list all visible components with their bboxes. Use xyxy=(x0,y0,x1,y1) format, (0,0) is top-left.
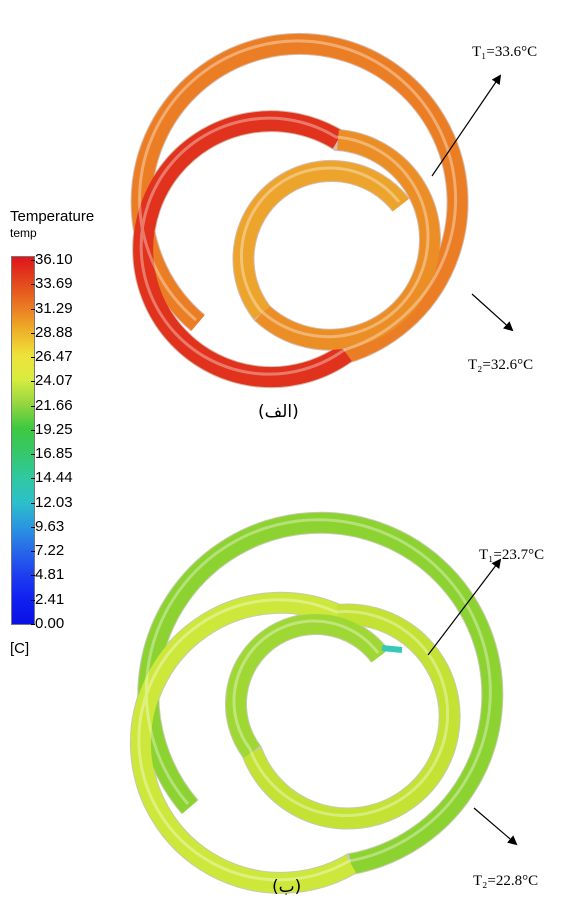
legend-tick-label: 36.10 xyxy=(35,251,73,268)
legend-tick-mark xyxy=(31,381,35,383)
arrow-b-t2 xyxy=(473,807,518,846)
spiral-b-middle-turn xyxy=(130,592,356,893)
arrow-b-t1 xyxy=(427,558,502,656)
label-a-t2: T₂=32.6°C xyxy=(468,357,533,373)
legend-tick-label: 14.44 xyxy=(35,469,73,487)
legend-tick-label: 9.63 xyxy=(35,517,65,535)
spiral-b-highlight xyxy=(137,518,492,882)
legend-tick-label: 24.07 xyxy=(35,372,73,390)
legend-tick-label: 26.47 xyxy=(35,348,73,366)
legend-tick-mark xyxy=(31,284,35,286)
arrow-a-t2 xyxy=(471,293,514,332)
legend-tick-mark xyxy=(31,260,35,261)
legend-tick-mark xyxy=(31,429,35,431)
caption-panel-b: (ب) xyxy=(272,877,302,897)
legend-unit: [C] xyxy=(10,640,30,657)
spiral-b-inner-turn xyxy=(226,614,388,758)
legend-tick-mark xyxy=(31,357,35,359)
label-a-t1: T₁=33.6°C xyxy=(472,44,537,60)
legend-tick-mark xyxy=(31,478,35,480)
legend-title: Temperature xyxy=(10,208,95,225)
legend-tick-mark xyxy=(31,332,35,334)
legend-tick-mark xyxy=(31,551,35,553)
legend-tick-mark xyxy=(31,526,35,528)
caption-panel-a: (الف) xyxy=(258,402,299,422)
arrow-a-t1 xyxy=(431,74,502,177)
spiral-b-end-cap xyxy=(381,645,403,653)
legend-tick-label: 4.81 xyxy=(35,566,65,584)
spiral-a-highlight xyxy=(138,39,458,376)
legend-tick-label: 33.69 xyxy=(35,275,73,293)
legend-tick-mark xyxy=(31,502,35,504)
legend-subtitle: temp xyxy=(10,226,37,240)
legend-tick-mark xyxy=(31,405,35,407)
spiral-b xyxy=(129,511,504,894)
legend-tick-mark xyxy=(31,575,35,577)
legend-tick-label: 16.85 xyxy=(35,445,73,463)
legend-tick-label: 19.25 xyxy=(35,420,73,438)
legend-tick-mark xyxy=(31,454,35,456)
color-scale-bar xyxy=(11,256,35,625)
legend-tick-label: 28.88 xyxy=(35,323,73,341)
label-b-t2: T₂=22.8°C xyxy=(473,873,538,889)
spiral-b-third-turn xyxy=(242,604,460,829)
spiral-a-third-turn xyxy=(255,130,440,350)
legend-tick-label: 2.41 xyxy=(35,590,65,608)
legend-tick-mark xyxy=(31,599,35,601)
legend-tick-label: 31.29 xyxy=(35,299,73,317)
legend-tick-label: 0.00 xyxy=(35,615,65,632)
legend-tick-mark xyxy=(31,624,35,625)
spiral-a xyxy=(130,32,469,389)
legend-tick-label: 21.66 xyxy=(35,396,73,414)
spiral-a-middle-turn xyxy=(133,111,352,388)
color-scale-ticks: 36.10 33.69 31.29 28.88 26.47 24.07 21.66 19.25… xyxy=(31,251,95,632)
label-b-t1: T₁=23.7°C xyxy=(479,547,544,563)
legend-tick-mark xyxy=(31,308,35,310)
legend-tick-label: 12.03 xyxy=(35,493,73,511)
spiral-a-inner-turn xyxy=(233,161,409,320)
legend-tick-label: 7.22 xyxy=(35,542,65,560)
